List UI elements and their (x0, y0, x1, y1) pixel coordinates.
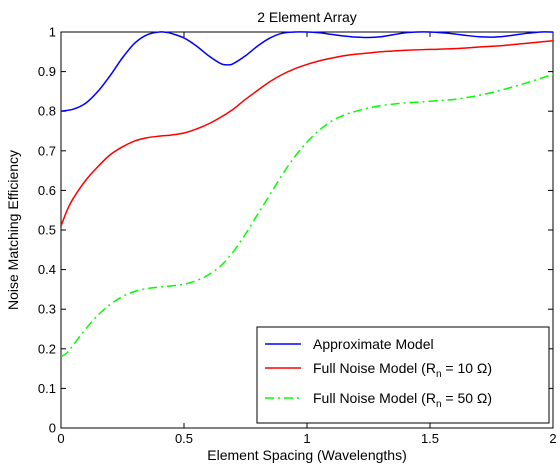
series-line-1 (61, 31, 553, 112)
legend: Approximate Model Full Noise Model (Rn = … (256, 326, 550, 424)
chart-title: 2 Element Array (257, 9, 357, 25)
series-line-2 (61, 39, 553, 227)
plot-area: 0 0.5 1 1.5 2 0 0.1 0.2 0.3 0.4 0.5 0.6 0.7 0.8 0.9 1 Ap… (38, 25, 557, 447)
y-tick-label: 0.6 (38, 183, 56, 198)
y-tick-label: 1 (49, 25, 56, 40)
legend-entry-1: Approximate Model (313, 336, 434, 352)
y-tick-label: 0.1 (38, 381, 56, 396)
y-tick-label: 0.3 (38, 302, 56, 317)
legend-box (256, 326, 550, 424)
x-axis-label: Element Spacing (Wavelengths) (207, 447, 406, 463)
legend-entry-2: Full Noise Model (Rn = 10 Ω) (313, 360, 492, 380)
x-tick-label: 0 (57, 431, 64, 446)
x-tick-label: 0.5 (175, 431, 193, 446)
x-tick-label: 1 (303, 431, 310, 446)
y-axis-label: Noise Matching Efficiency (5, 150, 21, 310)
series-line-3 (61, 73, 553, 358)
y-tick-label: 0.9 (38, 64, 56, 79)
y-tick-label: 0 (49, 421, 56, 436)
y-tick-label: 0.5 (38, 223, 56, 238)
y-tick-label: 0.2 (38, 341, 56, 356)
legend-entry-3: Full Noise Model (Rn = 50 Ω) (313, 390, 492, 410)
y-tick-label: 0.7 (38, 143, 56, 158)
x-tick-label: 1.5 (421, 431, 439, 446)
y-tick-label: 0.4 (38, 262, 56, 277)
x-tick-label: 2 (549, 431, 556, 446)
y-tick-label: 0.8 (38, 104, 56, 119)
